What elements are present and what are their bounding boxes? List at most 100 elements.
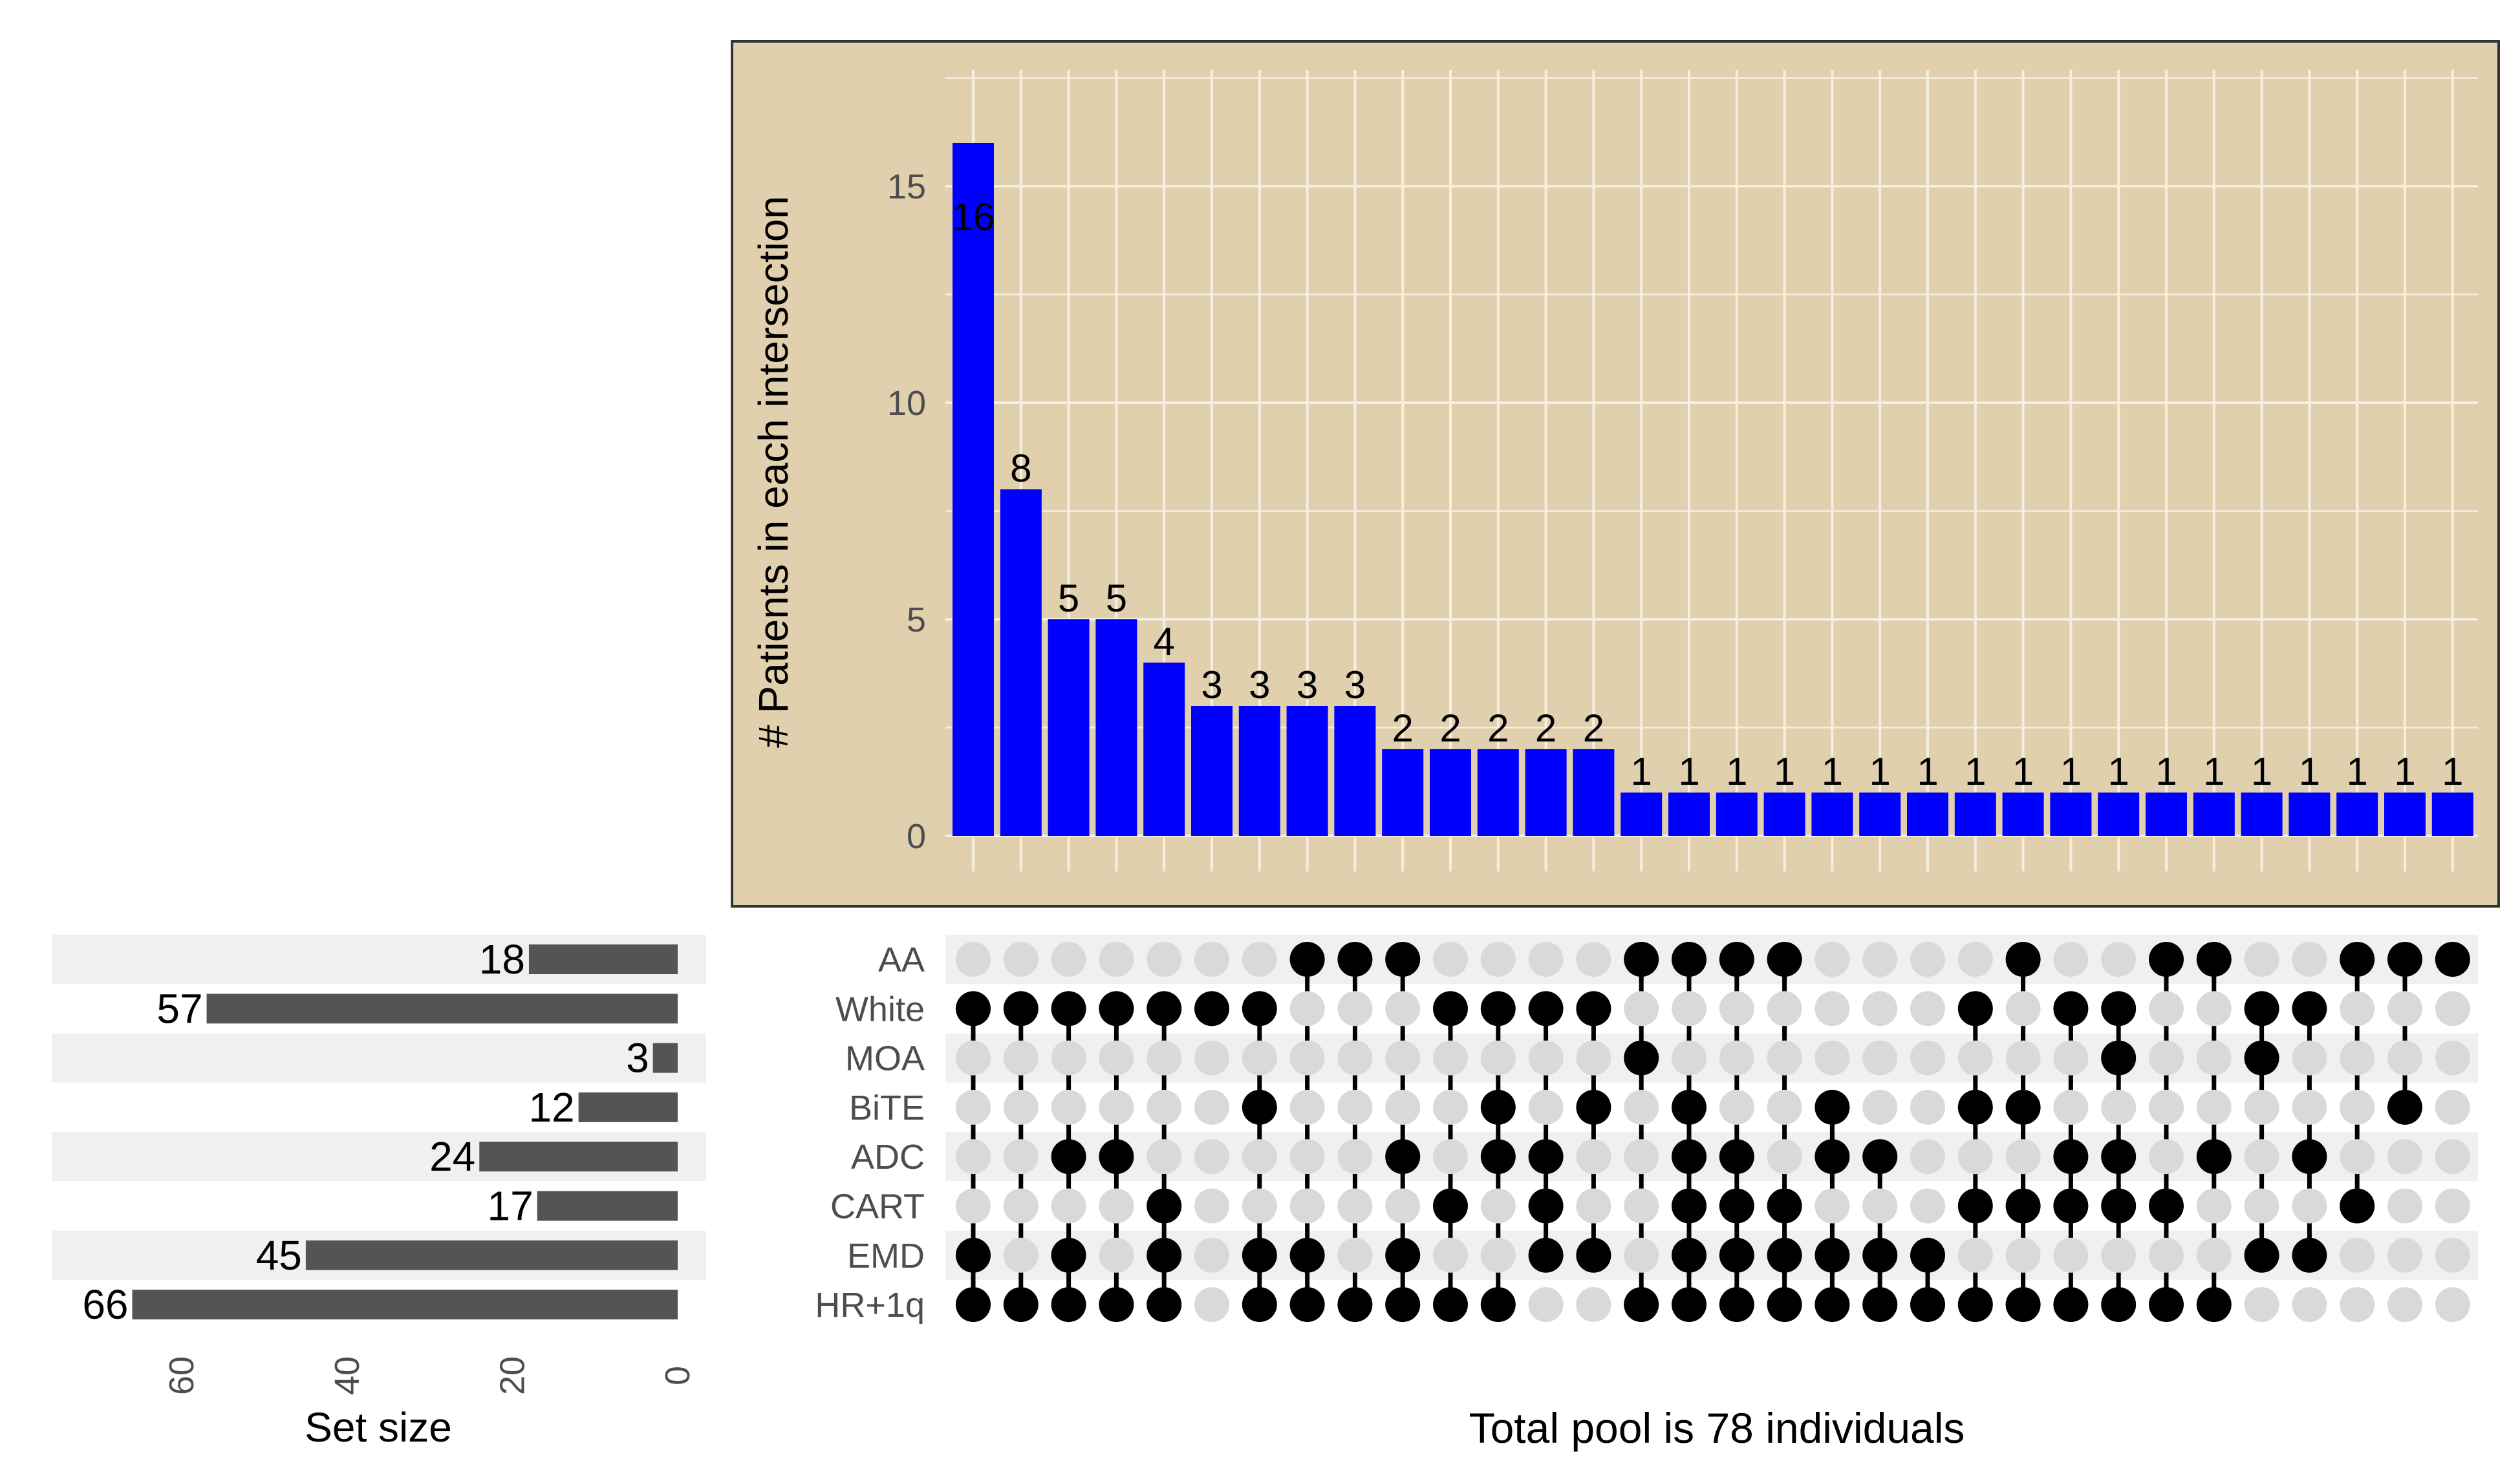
matrix-dot-filled (1385, 1237, 1421, 1273)
matrix-dot-empty (2340, 1040, 2375, 1076)
matrix-dot-empty (2387, 991, 2422, 1027)
matrix-dot-filled (1672, 1139, 1707, 1175)
matrix-dot-filled (1528, 991, 1564, 1027)
intersection-bar (1191, 706, 1233, 836)
matrix-dot-empty (1910, 1040, 1945, 1076)
y-axis-ticks: 0 5 10 15 (887, 167, 926, 856)
matrix-dot-empty (2435, 1287, 2470, 1323)
set-size-bar (578, 1092, 678, 1122)
matrix-dot-empty (1003, 1237, 1039, 1273)
matrix-dot-empty (1624, 1139, 1659, 1175)
set-name-label: BiTE (849, 1089, 925, 1127)
matrix-dot-filled (1957, 1287, 1993, 1323)
matrix-dot-empty (1815, 942, 1850, 977)
matrix-dot-empty (2292, 1188, 2327, 1224)
matrix-dot-empty (2292, 1287, 2327, 1323)
intersection-bar-label: 5 (1058, 577, 1079, 620)
intersection-bar (1954, 793, 1996, 836)
matrix-dot-empty (2244, 1089, 2279, 1125)
matrix-dot-empty (1910, 1089, 1945, 1125)
matrix-dot-empty (1194, 1188, 1229, 1224)
matrix-dot-empty (1051, 1188, 1086, 1224)
matrix-dot-filled (2101, 1188, 2137, 1224)
matrix-dot-empty (1147, 1040, 1182, 1076)
matrix-dot-empty (2292, 1089, 2327, 1125)
matrix-dot-empty (2435, 1089, 2470, 1125)
intersection-bar-label: 2 (1439, 707, 1461, 750)
matrix-dot-empty (1433, 1139, 1468, 1175)
matrix-dot-filled (2053, 991, 2089, 1027)
intersection-chart-panel (731, 40, 2500, 908)
y-tick-label: 15 (887, 167, 926, 206)
intersection-bar (1286, 706, 1328, 836)
matrix-dot-filled (2053, 1139, 2089, 1175)
matrix-dot-filled (1672, 1237, 1707, 1273)
matrix-dot-empty (2244, 1139, 2279, 1175)
matrix-dot-filled (1957, 1089, 1993, 1125)
matrix-dot-filled (1672, 1188, 1707, 1224)
matrix-dot-filled (1433, 1188, 1468, 1224)
matrix-dot-empty (1576, 1139, 1611, 1175)
intersection-bar-label: 5 (1106, 577, 1127, 620)
matrix-dot-empty (1385, 1040, 1421, 1076)
matrix-dot-empty (1099, 1040, 1134, 1076)
set-size-value-label: 45 (256, 1232, 302, 1279)
set-size-bar (305, 1240, 678, 1270)
intersection-bar-label: 1 (1822, 750, 1843, 793)
matrix-dot-empty (1289, 1188, 1325, 1224)
intersection-bar-label: 2 (1487, 707, 1509, 750)
matrix-dot-empty (1862, 1188, 1898, 1224)
matrix-dot-filled (1862, 1139, 1898, 1175)
matrix-dot-empty (1433, 1237, 1468, 1273)
intersection-bar-label: 3 (1201, 663, 1222, 707)
matrix-dot-empty (956, 1089, 991, 1125)
matrix-dot-filled (1385, 1139, 1421, 1175)
matrix-dot-filled (2292, 1237, 2327, 1273)
matrix-dot-filled (1480, 1287, 1516, 1323)
matrix-dot-filled (1719, 942, 1754, 977)
intersection-bar (1430, 749, 1471, 836)
intersection-bar-label: 1 (2347, 750, 2368, 793)
intersection-bar-label: 1 (1965, 750, 1986, 793)
matrix-dot-empty (1767, 1139, 1802, 1175)
intersection-bar (2098, 793, 2140, 836)
matrix-dot-filled (1528, 1139, 1564, 1175)
intersection-bar (953, 143, 994, 836)
matrix-dot-empty (1815, 1188, 1850, 1224)
matrix-dot-filled (2387, 1089, 2422, 1125)
set-names: AA White MOA BiTE ADC CART EMD HR+1q (815, 941, 925, 1325)
intersection-bar (1525, 749, 1567, 836)
matrix-dot-empty (1957, 1139, 1993, 1175)
matrix-dot-empty (1433, 1089, 1468, 1125)
matrix-dot-empty (1528, 1089, 1564, 1125)
matrix-dot-empty (1719, 1040, 1754, 1076)
matrix-dot-empty (1337, 1040, 1373, 1076)
matrix-dot-empty (1385, 991, 1421, 1027)
intersection-bar-label: 1 (1726, 750, 1747, 793)
matrix-dot-empty (1337, 1237, 1373, 1273)
intersection-bar-label: 1 (2394, 750, 2415, 793)
matrix-dot-empty (1910, 942, 1945, 977)
matrix-dot-empty (956, 1040, 991, 1076)
matrix-dot-filled (1815, 1139, 1850, 1175)
intersection-bar-label: 1 (2108, 750, 2129, 793)
matrix-dot-empty (1624, 1089, 1659, 1125)
intersection-bar-label: 2 (1535, 707, 1556, 750)
matrix-dot-filled (1815, 1237, 1850, 1273)
matrix-dot-filled (2053, 1287, 2089, 1323)
matrix-dot-empty (1242, 1139, 1277, 1175)
set-size-bar (652, 1043, 678, 1073)
set-name-label: AA (878, 941, 925, 979)
matrix-dot-filled (1242, 991, 1277, 1027)
intersection-bar (1573, 749, 1615, 836)
matrix-dot-empty (1147, 1139, 1182, 1175)
matrix-dot-empty (2149, 1237, 2184, 1273)
matrix-dot-empty (1862, 1089, 1898, 1125)
y-axis-title: # Patients in each intersection (750, 196, 797, 748)
matrix-dot-filled (1147, 1237, 1182, 1273)
set-name-label: HR+1q (815, 1286, 925, 1325)
matrix-dot-empty (956, 1188, 991, 1224)
matrix-dot-filled (1051, 991, 1086, 1027)
